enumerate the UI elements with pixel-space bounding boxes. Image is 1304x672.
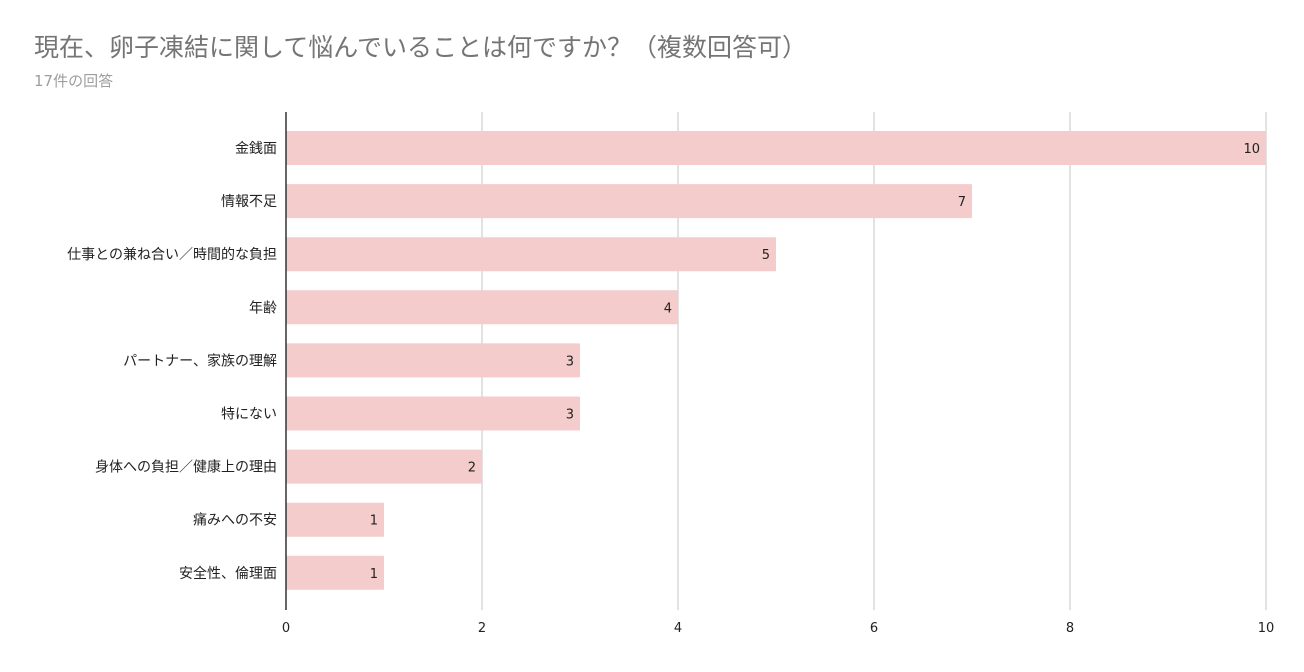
- bar: [286, 184, 972, 219]
- value-label: 2: [468, 461, 476, 476]
- value-label: 5: [762, 248, 770, 263]
- x-tick-label: 4: [674, 621, 682, 636]
- bar: [286, 555, 384, 590]
- x-tick-label: 10: [1258, 621, 1275, 636]
- category-label: 情報不足: [221, 194, 277, 210]
- value-label: 4: [664, 301, 672, 316]
- value-label: 1: [370, 514, 378, 529]
- value-label: 1: [370, 567, 378, 582]
- category-label: 年齢: [249, 300, 277, 316]
- category-label: 身体への負担／健康上の理由: [95, 459, 277, 476]
- bars: [286, 131, 1266, 590]
- category-label: 特にない: [221, 407, 277, 423]
- category-label: パートナー、家族の理解: [123, 352, 277, 369]
- category-label: 金銭面: [235, 141, 277, 157]
- x-tick-label: 6: [870, 621, 878, 636]
- bar: [286, 237, 776, 272]
- bar: [286, 449, 482, 484]
- bar: [286, 290, 678, 325]
- chart-title: 現在、卵子凍結に関して悩んでいることは何ですか？（複数回答可）: [34, 33, 808, 62]
- chart-subtitle: 17件の回答: [34, 72, 114, 90]
- bar: [286, 502, 384, 537]
- value-label: 3: [566, 408, 574, 423]
- bar: [286, 131, 1266, 165]
- labels: 0 2 4 6 8 10 金銭面 10 情報不足 7 仕事との兼ね合い／時間的な負担 5 年齢 4 パートナ…: [67, 141, 1274, 636]
- category-label: 安全性、倫理面: [179, 565, 277, 582]
- x-tick-label: 2: [478, 621, 486, 636]
- category-label: 仕事との兼ね合い／時間的な負担: [67, 247, 277, 263]
- value-label: 3: [566, 354, 574, 369]
- bar: [286, 343, 580, 378]
- value-label: 7: [958, 195, 966, 210]
- category-label: 痛みへの不安: [193, 512, 277, 529]
- value-label: 10: [1243, 142, 1260, 157]
- x-tick-label: 0: [282, 621, 290, 636]
- bar: [286, 396, 580, 431]
- x-tick-label: 8: [1066, 621, 1074, 636]
